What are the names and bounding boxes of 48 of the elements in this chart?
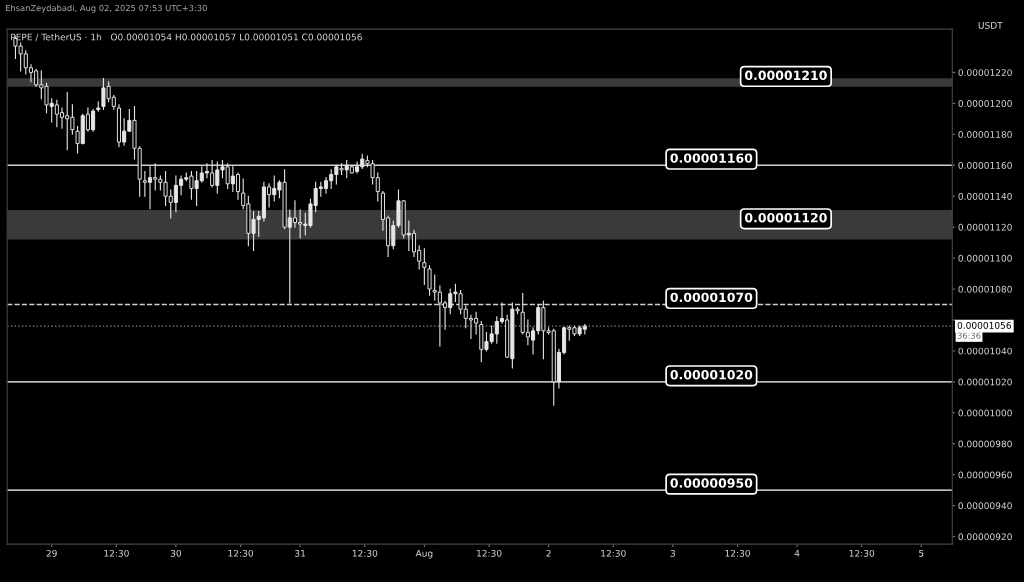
candlestick xyxy=(323,177,329,194)
y-tick-label: 0.00000980 xyxy=(958,440,1012,448)
candlestick xyxy=(147,166,153,210)
y-tick-label: 0.00001180 xyxy=(958,131,1012,138)
x-tick-label: 12:30 xyxy=(601,549,626,557)
x-tick-label: 29 xyxy=(46,549,57,557)
band-label: 0.00001120 xyxy=(744,212,827,223)
y-tick-label: 0.00001160 xyxy=(958,161,1012,169)
ref-line-label: 0.00001160 xyxy=(670,153,753,163)
x-tick-label: 12:30 xyxy=(228,549,254,557)
candlestick xyxy=(235,172,241,200)
y-tick-label: 0.00001040 xyxy=(958,347,1012,355)
x-tick-label: 12:30 xyxy=(104,549,129,557)
y-tick-label: 0.00000940 xyxy=(958,502,1012,510)
ref-line-label: 0.00000950 xyxy=(670,478,753,488)
y-axis-title: USDT xyxy=(978,21,1003,29)
y-tick-label: 0.00001100 xyxy=(958,254,1012,262)
text: 36:36 xyxy=(957,332,981,339)
y-tick-label: 0.00000920 xyxy=(958,533,1012,541)
y-tick-label: 0.00000960 xyxy=(958,471,1012,479)
band-label: 0.00001210 xyxy=(744,70,827,81)
x-tick-label: 4 xyxy=(794,550,800,557)
x-tick-label: 12:30 xyxy=(477,549,502,557)
ref-line-label: 0.00001070 xyxy=(670,292,753,303)
y-tick-label: 0.00001000 xyxy=(958,409,1012,417)
ref-line-label: 0.00001056 xyxy=(957,321,1012,329)
x-tick-label: 3 xyxy=(670,549,675,557)
x-tick-label: 2 xyxy=(546,549,551,557)
candlestick xyxy=(411,229,417,258)
x-tick-label: 12:30 xyxy=(352,549,378,557)
text: EhsanZeydabadi, Aug 02, 2025 07:53 UTC+3:30 xyxy=(5,4,207,13)
candlestick xyxy=(59,107,65,129)
x-tick-label: 31 xyxy=(295,549,306,557)
chart-title: PEPE / TetherUS · 1h O0.00001054 H0.00001057 L0.00001051 C0.00001056 xyxy=(11,33,362,42)
candlestick xyxy=(427,265,432,296)
candlestick xyxy=(422,248,427,285)
x-tick-label: 30 xyxy=(170,549,182,557)
x-tick-label: 12:30 xyxy=(725,549,750,557)
y-tick-label: 0.00001140 xyxy=(958,192,1012,200)
x-tick-label: 5 xyxy=(919,550,924,557)
y-tick-label: 0.00001220 xyxy=(958,69,1012,76)
x-tick-label: 12:30 xyxy=(849,549,875,557)
y-tick-label: 0.00001020 xyxy=(958,378,1012,386)
y-tick-label: 0.00001120 xyxy=(958,223,1012,231)
x-tick-label: Aug xyxy=(415,550,433,559)
y-tick-label: 0.00001080 xyxy=(958,285,1012,293)
ref-line-label: 0.00001020 xyxy=(670,369,753,380)
y-tick-label: 0.00001200 xyxy=(958,100,1012,107)
